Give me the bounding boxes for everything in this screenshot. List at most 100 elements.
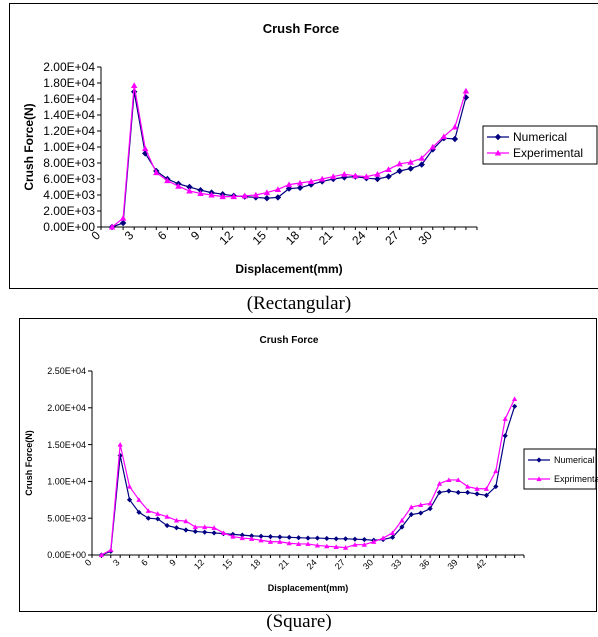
data-point — [451, 135, 459, 143]
x-tick-label: 30 — [416, 228, 436, 248]
data-point — [183, 518, 189, 524]
y-tick-label: 1.00E+04 — [47, 477, 86, 487]
x-tick-label: 30 — [361, 557, 375, 571]
data-point — [277, 534, 283, 540]
data-point — [239, 535, 245, 541]
legend-marker — [536, 457, 542, 463]
x-tick-label: 6 — [155, 228, 170, 243]
data-point — [263, 195, 271, 202]
y-tick-label: 2.00E+03 — [43, 204, 95, 218]
data-point — [286, 534, 292, 540]
data-point — [389, 530, 396, 535]
data-point — [399, 517, 405, 523]
data-point — [333, 536, 339, 542]
data-point — [465, 489, 471, 496]
data-point — [451, 123, 459, 130]
data-point — [153, 169, 160, 176]
data-point — [352, 542, 358, 547]
chart-panel-square: Crush Force 0.00E+00 5.00E+03 1.00E+04 1.50E… — [19, 318, 598, 612]
data-point — [239, 532, 245, 538]
data-point — [274, 194, 282, 201]
y-tick-label: 1.00E+04 — [43, 140, 95, 154]
data-point — [241, 192, 248, 199]
data-point — [352, 172, 359, 179]
data-point — [211, 530, 217, 536]
data-point — [202, 524, 208, 530]
data-point — [314, 542, 320, 548]
data-point — [126, 483, 133, 489]
data-point — [286, 540, 292, 546]
data-point — [418, 155, 425, 161]
data-point — [341, 171, 348, 177]
data-point — [202, 529, 208, 535]
x-tick-label: 0 — [88, 228, 103, 243]
y-tick-label: 5.00E+03 — [47, 513, 86, 523]
legend-label: Numerical — [554, 455, 595, 465]
y-tick-label: 6.00E+03 — [43, 172, 95, 186]
data-point — [98, 552, 104, 558]
x-tick-label: 0 — [83, 557, 94, 568]
data-point — [219, 193, 226, 200]
series-line-numerical — [101, 406, 516, 556]
data-point — [249, 536, 255, 541]
data-point — [186, 187, 193, 194]
data-point — [183, 527, 189, 533]
legend-marker — [494, 133, 502, 141]
data-point — [342, 536, 349, 542]
y-axis-label: Crush Force(N) — [24, 430, 34, 496]
x-tick-label: 9 — [167, 557, 178, 568]
x-tick-label: 9 — [188, 228, 203, 243]
legend-label: Numerical — [513, 130, 567, 144]
data-point — [296, 535, 302, 541]
data-point — [108, 223, 116, 230]
data-point — [230, 193, 237, 200]
data-point — [145, 515, 151, 521]
x-tick-label: 24 — [349, 228, 369, 248]
data-point — [142, 145, 149, 152]
x-tick-label: 21 — [316, 228, 336, 248]
data-point — [192, 524, 198, 530]
data-point — [258, 537, 264, 543]
data-point — [220, 530, 227, 535]
data-point — [173, 525, 180, 531]
y-tick-label: 1.60E+04 — [43, 92, 95, 106]
data-point — [173, 517, 180, 523]
data-point — [462, 87, 470, 94]
data-point — [418, 510, 424, 516]
data-point — [385, 166, 392, 172]
data-point — [374, 171, 381, 177]
data-point — [119, 219, 127, 227]
data-point — [483, 486, 490, 491]
data-point — [483, 492, 490, 498]
data-point — [249, 533, 255, 539]
x-tick-label: 12 — [216, 228, 236, 248]
data-point — [408, 511, 414, 518]
x-axis-label: Displacement(mm) — [235, 262, 342, 276]
data-point — [363, 173, 370, 180]
data-point — [385, 173, 392, 180]
data-point — [330, 173, 337, 180]
x-tick-label: 42 — [474, 557, 488, 571]
data-point — [380, 535, 386, 541]
x-tick-label: 27 — [333, 557, 347, 571]
data-point — [252, 191, 260, 198]
caption-rectangular: (Rectangular) — [246, 293, 352, 314]
data-point — [307, 178, 315, 184]
legend-box — [482, 125, 598, 165]
data-point — [197, 190, 204, 196]
y-tick-label: 2.50E+04 — [47, 366, 86, 376]
data-point — [274, 186, 282, 192]
data-point — [436, 481, 443, 486]
x-tick-label: 24 — [305, 557, 319, 571]
data-point — [267, 534, 274, 540]
data-point — [277, 539, 283, 544]
y-tick-label: 2.00E+04 — [43, 60, 95, 74]
data-point — [493, 483, 499, 490]
x-tick-label: 3 — [111, 557, 122, 568]
y-tick-label: 1.80E+04 — [43, 76, 95, 90]
data-point — [512, 396, 518, 402]
legend-label: Exprimental — [554, 474, 598, 484]
data-point — [396, 167, 403, 175]
data-point — [175, 183, 182, 189]
x-tick-label: 33 — [389, 557, 403, 571]
